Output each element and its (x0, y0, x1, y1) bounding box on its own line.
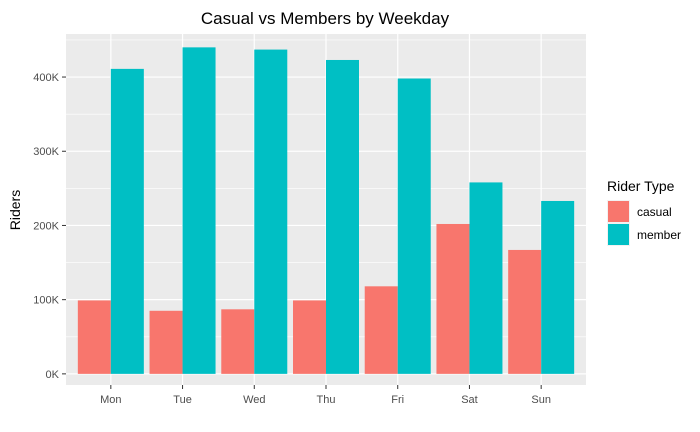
x-tick-label: Sat (461, 394, 478, 406)
x-tick-label: Fri (391, 394, 404, 406)
bars (77, 47, 575, 374)
x-tick-label: Thu (317, 394, 336, 406)
bar-casual-tue (149, 310, 183, 374)
bar-casual-mon (77, 300, 111, 374)
y-tick-label: 300K (33, 146, 59, 158)
x-axis: Mon Tue Wed Thu Fri Sat Sun (100, 385, 551, 406)
bar-member-sun (541, 200, 575, 374)
bar-casual-fri (364, 286, 398, 374)
x-tick-label: Tue (173, 394, 192, 406)
y-tick-label: 200K (33, 220, 59, 232)
legend-swatch-member (608, 224, 629, 245)
legend-title: Rider Type (607, 178, 675, 194)
legend-label-member: member (637, 228, 681, 242)
y-tick-label: 0K (46, 369, 60, 381)
y-tick-label: 400K (33, 72, 59, 84)
bar-member-fri (397, 78, 431, 374)
chart-title: Casual vs Members by Weekday (201, 9, 450, 28)
bar-casual-sun (508, 249, 542, 374)
legend: Rider Type casual member (607, 178, 681, 246)
legend-label-casual: casual (637, 205, 672, 219)
y-axis-title: Riders (7, 190, 23, 230)
bar-member-mon (110, 68, 144, 374)
bar-member-thu (326, 59, 359, 374)
bar-casual-sat (436, 223, 470, 374)
x-tick-label: Mon (100, 394, 121, 406)
bar-member-tue (182, 47, 216, 374)
y-axis: 0K 100K 200K 300K 400K (33, 72, 66, 381)
bar-casual-thu (293, 300, 326, 374)
y-tick-label: 100K (33, 295, 59, 307)
bar-member-wed (254, 49, 288, 374)
bar-member-sat (469, 182, 503, 374)
bar-casual-wed (221, 309, 255, 374)
legend-swatch-casual (608, 201, 629, 222)
x-tick-label: Wed (243, 394, 265, 406)
x-tick-label: Sun (531, 394, 551, 406)
